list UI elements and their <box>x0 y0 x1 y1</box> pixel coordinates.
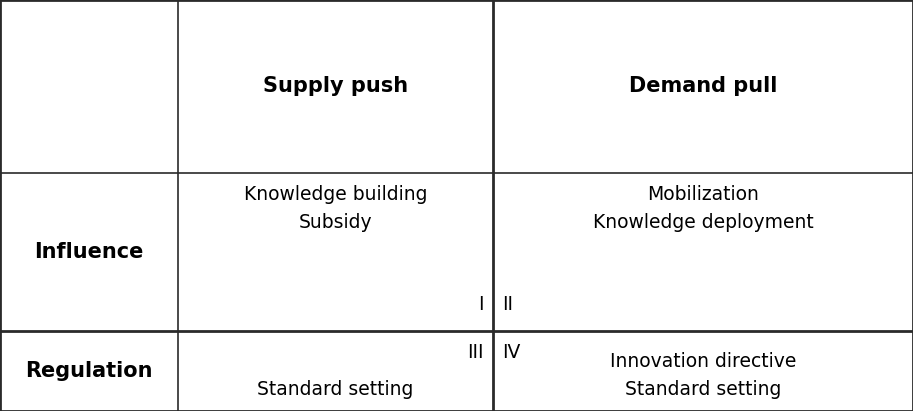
Text: Demand pull: Demand pull <box>629 76 777 96</box>
Text: IV: IV <box>502 343 520 362</box>
Text: III: III <box>467 343 484 362</box>
Text: I: I <box>478 296 484 314</box>
Text: Supply push: Supply push <box>263 76 408 96</box>
Text: Knowledge building
Subsidy: Knowledge building Subsidy <box>244 185 427 232</box>
Text: Mobilization
Knowledge deployment: Mobilization Knowledge deployment <box>593 185 813 232</box>
Text: Regulation: Regulation <box>26 361 152 381</box>
Text: Standard setting: Standard setting <box>257 380 414 399</box>
Text: Innovation directive
Standard setting: Innovation directive Standard setting <box>610 352 796 399</box>
Text: II: II <box>502 296 513 314</box>
Text: Influence: Influence <box>35 242 143 262</box>
